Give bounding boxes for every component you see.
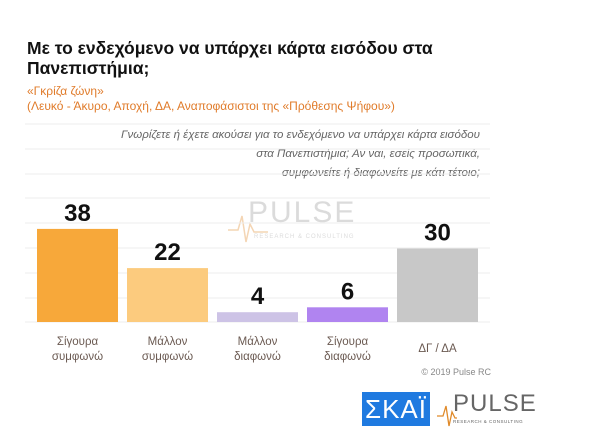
category-label: Μάλλον xyxy=(148,336,188,348)
category-label: διαφωνώ xyxy=(234,351,281,363)
category-label: συμφωνώ xyxy=(142,351,193,363)
question-line-3: συμφωνείτε ή διαφωνείτε με κάτι τέτοιο; xyxy=(281,167,480,179)
bar-5 xyxy=(397,248,478,322)
watermark-tagline: RESEARCH & CONSULTING xyxy=(254,234,355,240)
subtitle-line-1: «Γκρίζα ζώνη» xyxy=(27,84,104,98)
question-line-2: στα Πανεπιστήμια; Αν ναι, εσείς προσωπικ… xyxy=(256,148,480,160)
skai-logo: ΣΚΑΪ xyxy=(362,392,430,426)
pulse-wave-icon xyxy=(228,215,268,243)
category-label: Σίγουρα xyxy=(327,336,369,348)
copyright: © 2019 Pulse RC xyxy=(421,367,491,377)
bar-1 xyxy=(37,228,118,322)
data-label: 4 xyxy=(251,283,265,310)
data-label: 38 xyxy=(64,200,91,227)
category-label: ΔΓ / ΔΑ xyxy=(418,343,457,355)
pulse-logo-tagline: RESEARCH & CONSULTING xyxy=(453,419,524,424)
category-label: Μάλλον xyxy=(238,336,278,348)
bar-2 xyxy=(127,268,208,322)
data-label: 6 xyxy=(341,278,354,305)
pulse-wave-icon xyxy=(437,405,457,427)
pulse-logo-text: PULSE xyxy=(453,390,537,417)
bar-3 xyxy=(217,312,298,322)
question-line-1: Γνωρίζετε ή έχετε ακούσει για το ενδεχόμ… xyxy=(120,129,480,141)
data-label: 22 xyxy=(154,239,181,266)
subtitle-line-2: (Λευκό - Άκυρο, Αποχή, ΔΑ, Αναποφάσιστοι… xyxy=(27,99,395,113)
survey-question: Γνωρίζετε ή έχετε ακούσει για το ενδεχόμ… xyxy=(80,126,480,183)
category-label: διαφωνώ xyxy=(324,351,371,363)
bar-4 xyxy=(307,307,388,322)
chart-title: Με το ενδεχόμενο να υπάρχει κάρτα εισόδο… xyxy=(27,38,433,78)
chart-subtitle: «Γκρίζα ζώνη» (Λευκό - Άκυρο, Αποχή, ΔΑ,… xyxy=(27,84,395,114)
data-label: 30 xyxy=(424,220,451,247)
category-label: Σίγουρα xyxy=(57,336,99,348)
pulse-logo: PULSE RESEARCH & CONSULTING xyxy=(437,390,536,428)
category-label: συμφωνώ xyxy=(52,351,103,363)
